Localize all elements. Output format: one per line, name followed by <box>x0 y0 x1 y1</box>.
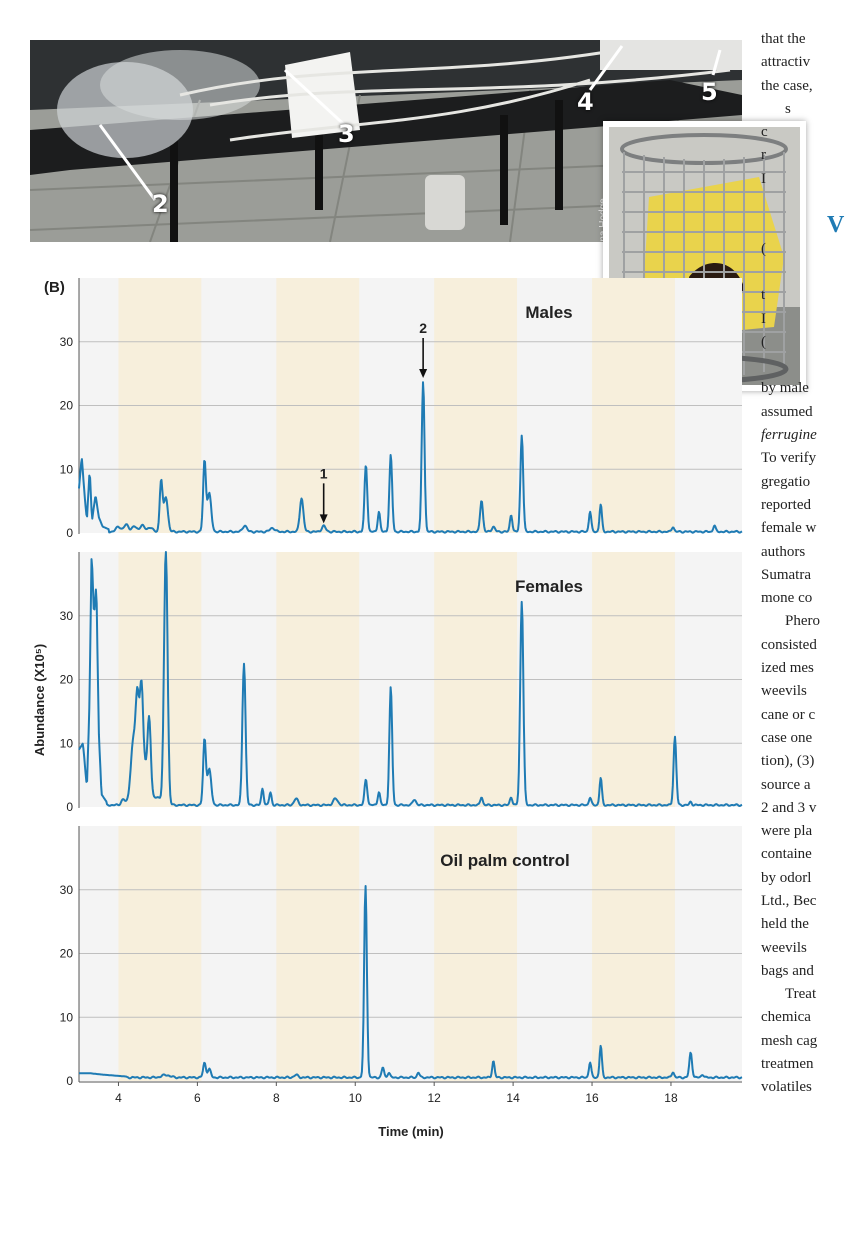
photo-marker-4: 4 <box>577 88 594 116</box>
chromatogram-trace <box>78 381 743 534</box>
body-text-line: assumed <box>761 403 813 420</box>
x-tick-label: 12 <box>427 1091 441 1105</box>
x-tick-label: 8 <box>273 1091 280 1105</box>
body-text-line: the case, <box>761 77 813 94</box>
y-tick-label: 20 <box>60 673 74 687</box>
body-text-line: I <box>761 170 766 187</box>
body-text-line: t <box>761 287 766 304</box>
chart-panel-2: 0 10 20 30 Females <box>60 551 743 814</box>
body-text-line: To verify <box>761 450 817 467</box>
body-text-line: that the <box>761 31 806 47</box>
body-text-line: tion), (3) <box>761 753 815 770</box>
panel-title: Oil palm control <box>440 851 569 870</box>
body-text-line: Phero <box>785 613 820 630</box>
y-tick-label: 10 <box>60 1010 74 1024</box>
y-tick-label: 0 <box>66 526 73 540</box>
body-text-line: r <box>761 147 766 164</box>
apparatus-photo: 2 3 4 5 Christina Hodge <box>30 40 742 242</box>
chart-panel-3: 0 10 20 30 Oil palm control <box>60 826 743 1088</box>
body-text-line: were pla <box>761 823 813 840</box>
y-tick-label: 10 <box>60 736 74 750</box>
x-tick-label: 18 <box>664 1091 678 1105</box>
photo-marker-3: 3 <box>338 120 355 148</box>
peak-annotation-label: 1 <box>320 465 328 481</box>
y-tick-label: 30 <box>60 883 74 897</box>
y-axis-label: Abundance (X10⁵) <box>32 644 47 756</box>
y-tick-label: 30 <box>60 609 74 623</box>
body-text-line: female w <box>761 520 817 537</box>
body-text-line: ( <box>761 240 766 257</box>
body-text-line: ized mes <box>761 660 814 677</box>
body-text-line: ( <box>761 333 766 350</box>
body-text-line: chemica <box>761 1009 811 1026</box>
body-text-line: containe <box>761 846 812 863</box>
body-text-line: attractiv <box>761 54 811 71</box>
panel-title: Females <box>515 577 583 596</box>
body-text-line: Sumatra <box>761 566 811 583</box>
body-text-line: case one <box>761 729 813 746</box>
y-tick-label: 10 <box>60 462 74 476</box>
y-tick-label: 30 <box>60 335 74 349</box>
photo-marker-2: 2 <box>152 190 169 218</box>
chromatogram-trace <box>78 885 743 1080</box>
peak-annotation-label: 2 <box>419 320 427 336</box>
body-text-line: mone co <box>761 590 813 607</box>
panel-title: Males <box>525 303 572 322</box>
body-text-line: Ltd., Bec <box>761 892 817 909</box>
photo-marker-5: 5 <box>701 78 718 106</box>
body-text-line: gregatio <box>761 473 811 490</box>
body-text-line: bags and <box>761 962 814 979</box>
body-text-line: Treat <box>785 986 817 1003</box>
body-text-line: V <box>827 212 845 239</box>
body-text-line: weevils <box>761 939 807 956</box>
body-text-line: cane or c <box>761 706 816 723</box>
body-text-line: held the <box>761 916 809 933</box>
body-text-line: reported <box>761 496 811 513</box>
body-text-line: c <box>761 124 768 141</box>
x-tick-label: 4 <box>115 1091 122 1105</box>
chromatogram-trace <box>78 551 743 807</box>
apparatus-photo-drawing <box>30 40 742 242</box>
x-tick-label: 14 <box>506 1091 520 1105</box>
body-text-line: s <box>785 100 791 117</box>
x-axis-label: Time (min) <box>378 1124 444 1139</box>
body-text-line: authors <box>761 543 806 560</box>
body-text-line: source a <box>761 776 811 793</box>
body-text-line: ferrugine <box>761 427 817 444</box>
y-tick-label: 20 <box>60 399 74 413</box>
y-tick-label: 0 <box>66 1074 73 1088</box>
body-text-line: consisted <box>761 636 817 653</box>
x-tick-label: 10 <box>349 1091 363 1105</box>
chart-panel-1: 0 10 20 30 Males 1 2 <box>60 278 743 540</box>
body-text-line: weevils <box>761 683 807 700</box>
peak-annotation-arrowhead <box>419 369 428 378</box>
y-tick-label: 0 <box>66 800 73 814</box>
body-text-column: that the attractiv the case, s c r I V(t I(by ma… <box>761 28 860 1168</box>
body-text-line: volatiles <box>761 1079 812 1096</box>
peak-annotation-arrowhead <box>319 514 328 524</box>
body-text-line: 2 and 3 v <box>761 799 817 816</box>
panel-label: (B) <box>44 279 65 296</box>
y-tick-label: 20 <box>60 947 74 961</box>
body-text-line: by odorl <box>761 869 812 886</box>
x-tick-label: 6 <box>194 1091 201 1105</box>
body-text-line: treatmen <box>761 1056 814 1073</box>
body-text-line: I <box>761 310 766 327</box>
x-tick-label: 16 <box>585 1091 599 1105</box>
body-text-line: by male <box>761 380 809 397</box>
body-text-line: mesh cag <box>761 1032 818 1049</box>
